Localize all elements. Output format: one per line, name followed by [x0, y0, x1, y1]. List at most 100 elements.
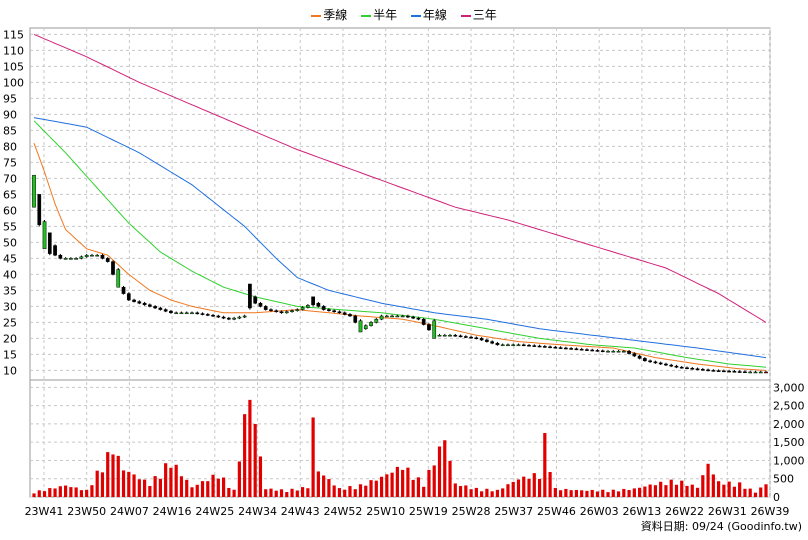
candle-body: [500, 344, 505, 347]
candle-body: [748, 371, 753, 374]
candle-body: [95, 254, 100, 257]
volume-bar: [121, 470, 126, 497]
legend-label-quarter: 季線: [323, 8, 348, 22]
volume-bar: [111, 454, 115, 497]
candle-body: [100, 254, 105, 259]
candle-body: [211, 314, 215, 317]
candle-body: [237, 316, 242, 319]
candle-body: [37, 194, 42, 226]
x-tick-label: 26W31: [708, 505, 747, 518]
price-tick-label: 15: [3, 348, 17, 361]
price-tick-label: 115: [3, 28, 24, 41]
volume-bar: [411, 479, 415, 497]
price-panel: [29, 27, 771, 381]
volume-bar: [379, 476, 384, 497]
volume-bar: [390, 472, 394, 497]
price-tick-label: 65: [3, 188, 17, 201]
candle-body: [727, 370, 731, 373]
volume-tick-label: 3,000: [773, 381, 805, 394]
volume-bar: [274, 490, 278, 497]
candle-body: [142, 302, 147, 306]
candle-body: [453, 334, 458, 337]
volume-bar: [732, 486, 737, 497]
candle-body: [111, 261, 115, 275]
price-tick-label: 45: [3, 252, 17, 265]
candle-body: [90, 254, 94, 257]
candle-body: [158, 307, 163, 310]
candle-body: [358, 320, 363, 333]
candle-body: [63, 258, 68, 260]
x-tick-label: 24W34: [238, 505, 277, 518]
candle-body: [495, 342, 500, 346]
legend-swatch-year: [410, 14, 421, 17]
price-tick-label: 95: [3, 92, 17, 105]
price-tick-label: 75: [3, 156, 17, 169]
candle-body: [58, 254, 63, 259]
volume-bar: [243, 414, 247, 497]
candle-body: [221, 316, 226, 319]
candle-body: [574, 348, 579, 351]
volume-bar: [364, 485, 368, 497]
volume-bar: [37, 490, 41, 497]
x-tick-label: 25W46: [537, 505, 576, 518]
x-tick-label: 24W25: [195, 505, 234, 518]
candle-body: [753, 371, 758, 374]
volume-bar: [458, 486, 463, 497]
volume-bar: [743, 488, 747, 497]
price-tick-label: 40: [3, 268, 17, 281]
candle-body: [47, 232, 52, 254]
price-tick-label: 50: [3, 236, 17, 249]
volume-tick-label: 1,500: [773, 436, 805, 449]
price-tick-label: 55: [3, 220, 17, 233]
volume-bar: [174, 464, 178, 497]
volume-bar: [437, 446, 442, 497]
legend-swatch-quarter: [311, 14, 322, 17]
candle-body: [621, 350, 626, 353]
candle-body: [269, 309, 273, 311]
volume-panel: [29, 379, 771, 498]
volume-bar: [622, 488, 626, 497]
volume-bar: [511, 481, 515, 497]
volume-bar: [690, 484, 694, 497]
candle-body: [353, 315, 358, 323]
volume-bar: [248, 399, 252, 497]
volume-bar: [627, 489, 631, 497]
candle-body: [232, 317, 236, 320]
volume-bar: [416, 477, 421, 497]
candle-body: [685, 367, 689, 369]
candle-body: [732, 371, 737, 373]
volume-bar: [595, 491, 600, 497]
candle-body: [632, 353, 637, 357]
volume-bar: [485, 488, 489, 497]
legend-item-half-year: 半年: [361, 6, 397, 23]
candle-body: [216, 315, 221, 318]
candle-body: [432, 320, 437, 339]
candle-body: [290, 310, 294, 312]
volume-bar: [227, 487, 231, 497]
candle-body: [458, 335, 463, 338]
price-tick-label: 30: [3, 300, 17, 313]
candle-body: [463, 336, 468, 338]
volume-bar: [353, 489, 357, 497]
volume-bar: [48, 488, 52, 497]
candle-body: [511, 344, 516, 347]
candle-body: [205, 314, 210, 316]
x-tick-label: 26W13: [622, 505, 661, 518]
volume-bar: [664, 485, 668, 497]
volume-bar: [85, 489, 89, 497]
volume-bar: [185, 479, 189, 497]
candle-body: [258, 302, 263, 307]
volume-bar: [195, 484, 199, 497]
volume-bar: [685, 485, 689, 497]
candle-body: [411, 316, 416, 319]
volume-bar: [606, 492, 610, 497]
candle-body: [469, 336, 473, 339]
volume-bar: [638, 487, 642, 497]
candle-body: [716, 370, 721, 372]
x-tick-label: 25W28: [452, 505, 491, 518]
volume-bar: [701, 475, 705, 497]
volume-bar: [516, 479, 521, 497]
price-tick-label: 85: [3, 124, 17, 137]
candle-body: [585, 349, 589, 351]
volume-bar: [253, 423, 257, 497]
